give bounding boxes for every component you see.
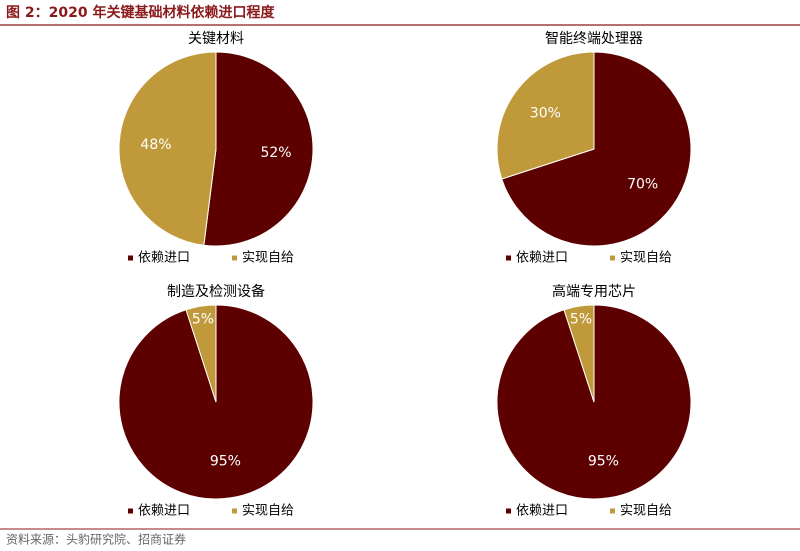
pie-slice bbox=[203, 51, 314, 247]
legend-label: 依赖进口 bbox=[138, 251, 190, 266]
pie-slice bbox=[118, 51, 217, 246]
legend-label: 实现自给 bbox=[242, 251, 294, 266]
source-note: 资料来源：头豹研究院、招商证券 bbox=[6, 532, 186, 547]
pie-slice bbox=[501, 51, 692, 247]
pie-title: 关键材料 bbox=[188, 31, 244, 47]
legend-label: 依赖进口 bbox=[516, 504, 568, 519]
pie-value-label: 30% bbox=[530, 106, 561, 122]
legend-swatch bbox=[128, 255, 133, 261]
legend-label: 依赖进口 bbox=[516, 251, 568, 266]
legend-label: 实现自给 bbox=[620, 251, 672, 266]
legend-swatch bbox=[128, 508, 133, 514]
figure-title: 图 2：2020 年关键基础材料依赖进口程度 bbox=[6, 4, 275, 21]
legend-label: 依赖进口 bbox=[138, 504, 190, 519]
pie-value-label: 95% bbox=[588, 453, 619, 469]
pie-slice bbox=[563, 304, 595, 403]
pie-value-label: 48% bbox=[140, 137, 171, 153]
pie-title: 高端专用芯片 bbox=[552, 283, 636, 300]
legend-swatch bbox=[610, 255, 615, 261]
legend-swatch bbox=[232, 508, 237, 514]
pie-value-label: 52% bbox=[260, 145, 291, 161]
pie-value-label: 5% bbox=[570, 312, 592, 328]
legend-label: 实现自给 bbox=[242, 504, 294, 519]
pie-value-label: 70% bbox=[627, 176, 658, 192]
legend-swatch bbox=[506, 508, 511, 514]
legend-label: 实现自给 bbox=[620, 504, 672, 519]
pie-value-label: 5% bbox=[192, 312, 214, 328]
legend-swatch bbox=[232, 255, 237, 261]
pie-title: 制造及检测设备 bbox=[167, 283, 265, 300]
legend-swatch bbox=[506, 255, 511, 261]
pie-slice bbox=[496, 51, 595, 180]
pie-title: 智能终端处理器 bbox=[545, 31, 643, 47]
legend-swatch bbox=[610, 508, 615, 514]
pie-slice bbox=[185, 304, 217, 403]
pie-value-label: 95% bbox=[210, 453, 241, 469]
